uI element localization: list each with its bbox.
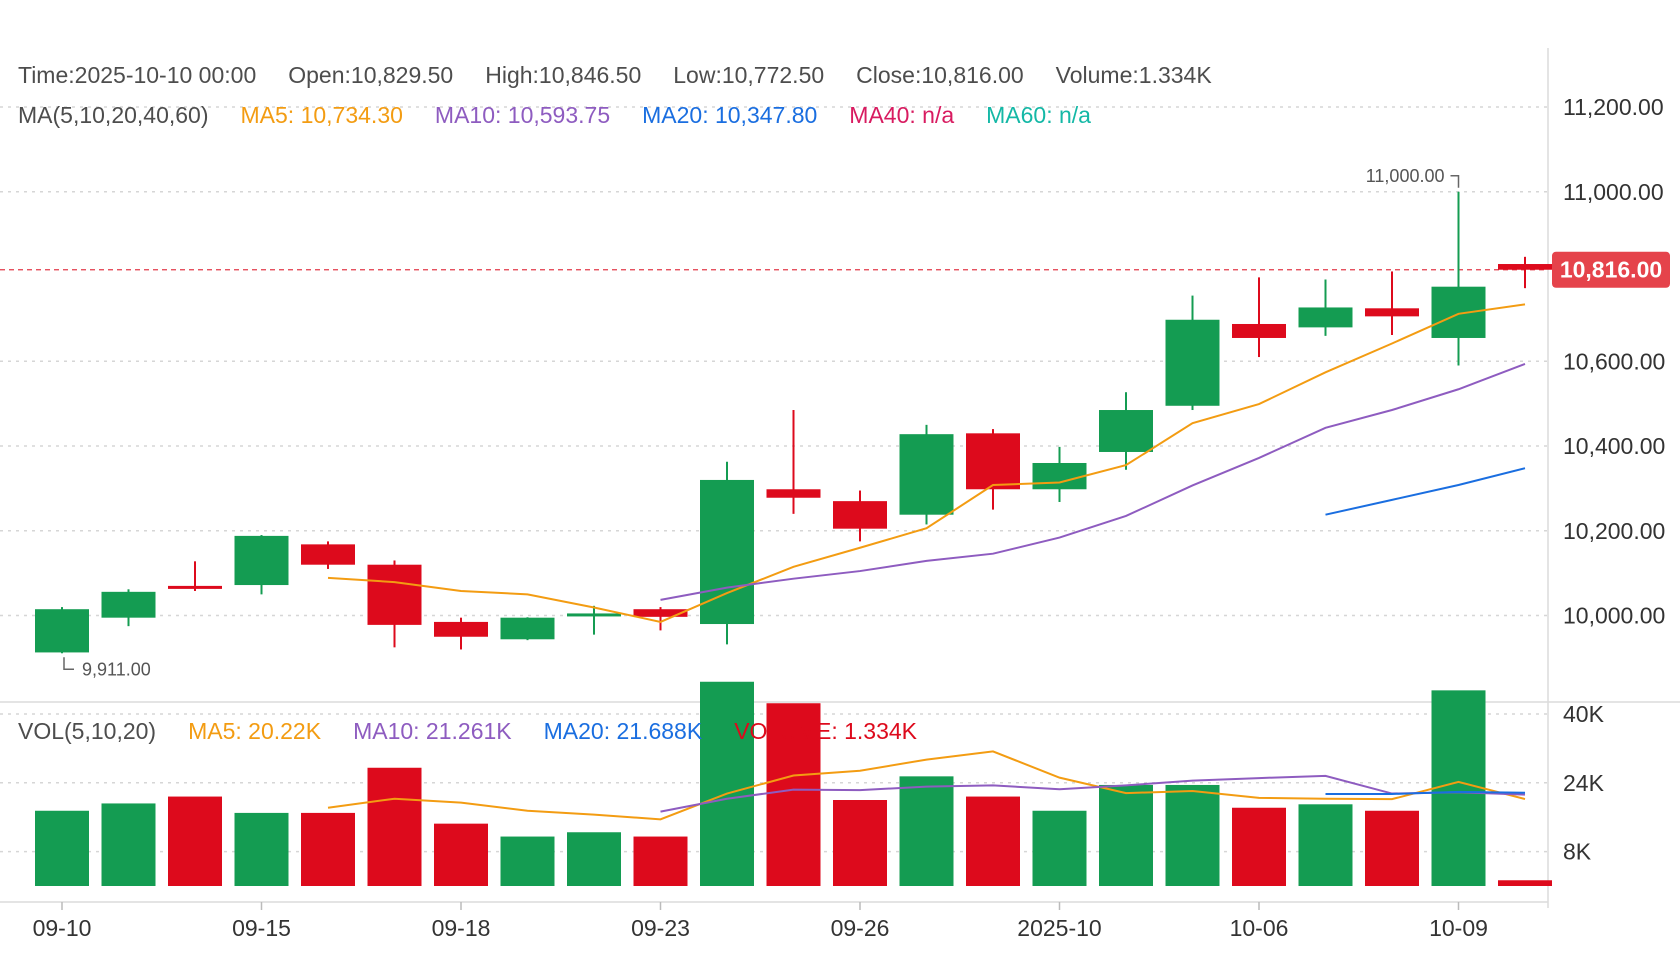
- volume-bar: [1498, 880, 1552, 886]
- x-tick-label: 10-09: [1429, 915, 1488, 941]
- price-tick-label: 10,400.00: [1563, 433, 1665, 459]
- candle-body: [1498, 264, 1552, 270]
- max-price-marker: 11,000.00: [1366, 166, 1445, 186]
- volume-bar: [500, 836, 555, 886]
- candle-body: [700, 479, 754, 625]
- volume-bar: [234, 812, 289, 886]
- candle-body: [899, 434, 954, 515]
- candle-body: [367, 564, 422, 625]
- candle-body: [966, 433, 1020, 490]
- time-label: Time:2025-10-10 00:00: [18, 62, 257, 88]
- volume-bar: [168, 796, 222, 886]
- volume-bar: [1165, 784, 1220, 886]
- volume-bar: [1431, 690, 1486, 886]
- volume-bar: [567, 832, 621, 886]
- candle-body: [434, 621, 488, 637]
- price-tick-label: 11,000.00: [1563, 179, 1664, 205]
- ma60-legend[interactable]: MA60: n/a: [986, 102, 1091, 128]
- volume-bar: [367, 767, 422, 886]
- candle-body: [1099, 410, 1153, 452]
- min-marker-arrow: [63, 657, 74, 671]
- candle-body: [1365, 308, 1419, 317]
- x-tick-label: 09-18: [432, 915, 491, 941]
- volume-tick-label: 24K: [1563, 770, 1605, 796]
- x-tick-label: 09-26: [831, 915, 890, 941]
- volume-tick-label: 40K: [1563, 701, 1605, 727]
- x-tick-label: 09-23: [631, 915, 690, 941]
- vol-ma20-legend[interactable]: MA20: 21.688K: [543, 718, 703, 744]
- price-tick-label: 10,000.00: [1563, 603, 1665, 629]
- min-price-marker: 9,911.00: [82, 659, 151, 679]
- candle-body: [1165, 319, 1220, 406]
- ma10-line: [660, 362, 1526, 601]
- volume-bar: [1298, 804, 1353, 886]
- x-tick-label: 09-15: [232, 915, 291, 941]
- ma10-legend[interactable]: MA10: 10,593.75: [434, 102, 611, 128]
- volume-bar: [633, 836, 688, 886]
- candle-body: [766, 489, 821, 498]
- volume-ma10-line: [660, 774, 1526, 813]
- ma20-line: [1325, 467, 1526, 516]
- price-tick-label: 11,200.00: [1563, 94, 1664, 120]
- open-label: Open:10,829.50: [288, 62, 454, 88]
- candle-body: [234, 535, 289, 586]
- volume-ma20-line: [1325, 790, 1526, 795]
- candle-body: [1298, 307, 1353, 328]
- volume-bar: [1365, 810, 1419, 886]
- candle-body: [1431, 286, 1486, 338]
- volume-label: Volume:1.334K: [1055, 62, 1212, 88]
- candle-body: [101, 591, 156, 618]
- ma5-legend[interactable]: MA5: 10,734.30: [240, 102, 403, 128]
- ma5-line: [327, 303, 1526, 623]
- volume-bar: [35, 810, 89, 886]
- ma20-legend[interactable]: MA20: 10,347.80: [642, 102, 818, 128]
- volume-bar: [1099, 784, 1153, 886]
- ma-legend-title[interactable]: MA(5,10,20,40,60): [18, 102, 209, 128]
- volume-tick-label: 8K: [1563, 839, 1592, 865]
- price-tag-bg: [1552, 251, 1670, 288]
- low-label: Low:10,772.50: [673, 62, 825, 88]
- ohlc-info-row: Time:2025-10-10 00:00 Open:10,829.50 Hig…: [18, 62, 1212, 89]
- ma40-legend[interactable]: MA40: n/a: [849, 102, 955, 128]
- volume-bar: [899, 776, 954, 886]
- volume-bar: [766, 703, 821, 886]
- volume-bar: [434, 823, 488, 886]
- candle-body: [833, 501, 887, 529]
- volume-ma5-line: [327, 750, 1526, 821]
- candle-body: [1232, 323, 1286, 338]
- volume-bar: [700, 681, 754, 886]
- candle-body: [1032, 462, 1087, 490]
- max-marker-arrow: [1450, 175, 1460, 188]
- x-tick-label: 10-06: [1230, 915, 1289, 941]
- volume-bar: [1032, 810, 1087, 886]
- x-tick-label: 09-10: [33, 915, 92, 941]
- volume-bar: [833, 800, 887, 886]
- candle-body: [500, 617, 555, 640]
- close-label: Close:10,816.00: [856, 62, 1024, 88]
- volume-bar: [1232, 807, 1286, 886]
- candle-body: [301, 544, 355, 565]
- volume-bar: [101, 803, 156, 886]
- candle-body: [168, 585, 222, 589]
- volume-bar: [966, 796, 1020, 886]
- volume-value-legend[interactable]: VOLUME: 1.334K: [734, 718, 917, 744]
- current-price-tag: 10,816.00: [1560, 257, 1662, 283]
- vol-legend-row: VOL(5,10,20) MA5: 20.22K MA10: 21.261K M…: [18, 718, 917, 745]
- candle-body: [35, 609, 89, 653]
- vol-ma10-legend[interactable]: MA10: 21.261K: [353, 718, 512, 744]
- high-label: High:10,846.50: [485, 62, 642, 88]
- candle-body: [567, 613, 621, 617]
- vol-legend-title[interactable]: VOL(5,10,20): [18, 718, 157, 744]
- price-tick-label: 10,200.00: [1563, 518, 1665, 544]
- volume-bar: [301, 812, 355, 886]
- vol-ma5-legend[interactable]: MA5: 20.22K: [188, 718, 322, 744]
- price-tick-label: 10,600.00: [1563, 348, 1665, 374]
- ma-legend-row: MA(5,10,20,40,60) MA5: 10,734.30 MA10: 1…: [18, 102, 1091, 129]
- candle-body: [633, 609, 688, 617]
- x-tick-label: 2025-10: [1017, 915, 1101, 941]
